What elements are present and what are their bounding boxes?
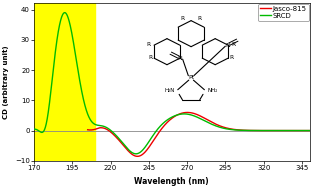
Bar (34, 3, 95, 161)
Line: Jasco-815: Jasco-815 (88, 112, 310, 156)
Jasco-815 (300, 129, 303, 132)
SRCD (300, 129, 304, 132)
SRCD (249, 129, 253, 132)
Jasco-815 (249, 129, 253, 132)
SRCD (46, 112, 50, 114)
Jasco-815 (308, 129, 311, 132)
SRCD (300, 129, 304, 132)
Y-axis label: CD (arbitrary unit): CD (arbitrary unit) (3, 45, 9, 119)
Jasco-815 (300, 129, 303, 132)
SRCD (134, 153, 138, 155)
Line: SRCD: SRCD (34, 13, 310, 154)
SRCD (32, 128, 36, 130)
SRCD (308, 129, 311, 132)
SRCD (159, 124, 163, 126)
SRCD (63, 12, 67, 14)
Legend: Jasco-815, SRCD: Jasco-815, SRCD (258, 4, 309, 21)
Jasco-815 (159, 129, 162, 131)
Jasco-815 (166, 121, 170, 123)
X-axis label: Wavelength (nm): Wavelength (nm) (135, 177, 209, 186)
SRCD (167, 118, 170, 120)
